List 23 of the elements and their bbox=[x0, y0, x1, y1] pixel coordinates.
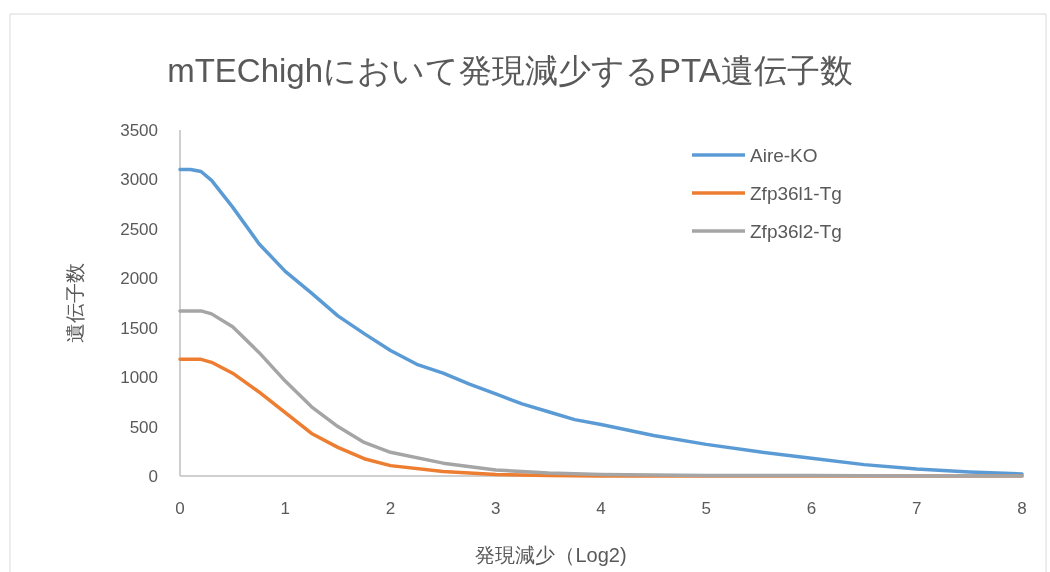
y-tick-label: 2500 bbox=[120, 219, 158, 239]
legend-label: Zfp36l2-Tg bbox=[750, 221, 842, 242]
chart-title: mTEChighにおいて発現減少するPTA遺伝子数 bbox=[167, 52, 853, 89]
x-tick-label: 2 bbox=[385, 499, 396, 518]
x-tick-label: 3 bbox=[491, 499, 501, 518]
y-axis-title: 遺伝子数 bbox=[64, 263, 86, 343]
y-tick-label: 3500 bbox=[120, 121, 158, 140]
x-tick-label: 8 bbox=[1017, 499, 1027, 518]
y-tick-label: 1500 bbox=[120, 318, 158, 338]
x-tick-label: 0 bbox=[175, 499, 185, 518]
x-tick-label: 1 bbox=[280, 499, 290, 518]
y-tick-label: 500 bbox=[129, 417, 158, 437]
y-tick-label: 2000 bbox=[120, 269, 158, 289]
x-axis-title: 発現減少（Log2) bbox=[475, 544, 627, 566]
legend-label: Zfp36l1-Tg bbox=[750, 183, 842, 204]
y-tick-label: 1000 bbox=[120, 368, 158, 388]
legend-label: Aire-KO bbox=[750, 145, 818, 166]
y-tick-label: 3000 bbox=[120, 170, 158, 190]
y-tick-label: 0 bbox=[148, 467, 158, 486]
x-tick-label: 6 bbox=[806, 499, 817, 518]
x-tick-label: 5 bbox=[701, 499, 711, 518]
x-tick-label: 4 bbox=[596, 499, 606, 518]
x-tick-label: 7 bbox=[912, 499, 922, 518]
